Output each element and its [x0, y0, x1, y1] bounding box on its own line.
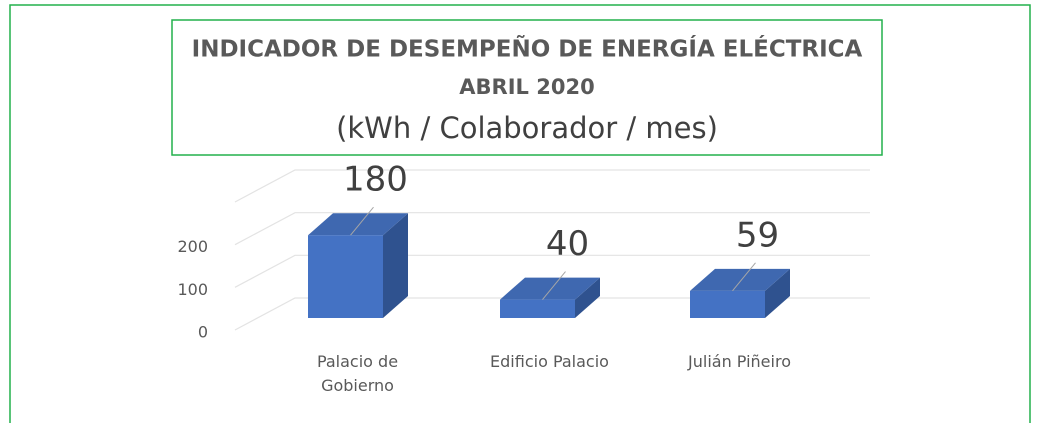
outer-frame: [9, 4, 1031, 423]
chart-title: INDICADOR DE DESEMPEÑO DE ENERGÍA ELÉCTR…: [192, 35, 863, 63]
bar-side: [765, 268, 790, 318]
x-tick-label: Edificio Palacio: [490, 352, 609, 371]
grid-line: [234, 169, 870, 203]
bar: [500, 299, 575, 318]
value-label: 180: [343, 160, 408, 200]
unit-label: (kWh / Colaborador / mes): [336, 111, 718, 145]
y-tick-label: 0: [198, 323, 208, 342]
grid-line: [234, 212, 870, 246]
bar: [308, 235, 383, 318]
leader-line: [732, 262, 756, 292]
leader-line: [350, 206, 374, 236]
chart-subtitle: ABRIL 2020: [459, 75, 594, 99]
x-tick-label: Julián Piñeiro: [688, 352, 791, 371]
value-label: 40: [546, 224, 589, 264]
value-label: 59: [736, 215, 779, 255]
bar-top: [690, 268, 790, 291]
bar-top: [308, 213, 408, 236]
y-tick-label: 200: [177, 237, 208, 256]
y-tick-label: 100: [177, 280, 208, 299]
bar-side: [383, 213, 408, 318]
bar: [690, 290, 765, 318]
bar-side: [575, 277, 600, 318]
grid-line: [234, 297, 870, 331]
title-box: [171, 19, 883, 156]
leader-line: [542, 271, 566, 300]
x-tick-label: Palacio de Gobierno: [316, 352, 399, 395]
bar-top: [500, 277, 600, 300]
grid-line: [234, 254, 870, 288]
